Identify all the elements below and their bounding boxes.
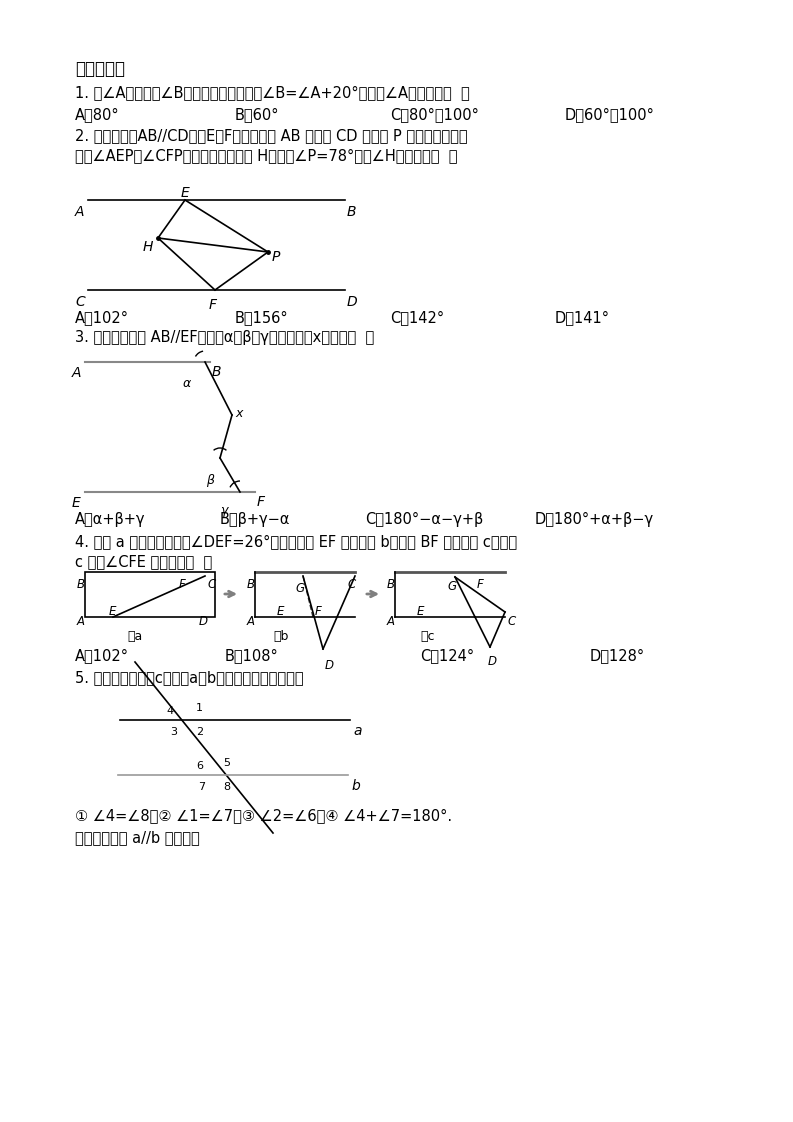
- Text: D: D: [347, 295, 358, 309]
- Text: C．142°: C．142°: [390, 310, 444, 325]
- Text: A: A: [387, 615, 395, 628]
- Text: 6: 6: [196, 761, 203, 771]
- Text: 1: 1: [196, 703, 203, 712]
- Text: C: C: [75, 295, 85, 309]
- Text: B: B: [347, 205, 357, 219]
- Text: 其中能够说明 a//b 的条件有: 其中能够说明 a//b 的条件有: [75, 830, 200, 845]
- Text: C．80°或100°: C．80°或100°: [390, 107, 479, 122]
- Text: D: D: [325, 659, 334, 672]
- Text: 3. 如图所示，若 AB//EF，用含α、β、γ的式子表示x，应为（  ）: 3. 如图所示，若 AB//EF，用含α、β、γ的式子表示x，应为（ ）: [75, 330, 374, 344]
- Text: b: b: [351, 779, 360, 793]
- Text: A．80°: A．80°: [75, 107, 120, 122]
- Text: ① ∠4=∠8；② ∠1=∠7；③ ∠2=∠6；④ ∠4+∠7=180°.: ① ∠4=∠8；② ∠1=∠7；③ ∠2=∠6；④ ∠4+∠7=180°.: [75, 808, 452, 824]
- Text: 图c: 图c: [420, 629, 435, 643]
- Text: G: G: [447, 580, 456, 594]
- Text: F: F: [477, 578, 484, 591]
- Text: E: E: [181, 186, 190, 200]
- Text: D: D: [199, 615, 208, 628]
- Text: F: F: [209, 298, 217, 312]
- Text: 2: 2: [196, 727, 203, 737]
- Text: 3: 3: [170, 727, 177, 737]
- Text: D．141°: D．141°: [555, 310, 610, 325]
- Text: G: G: [295, 582, 305, 595]
- Text: P: P: [272, 250, 281, 264]
- Text: E: E: [277, 605, 285, 618]
- Text: A: A: [72, 366, 82, 380]
- Text: A．102°: A．102°: [75, 310, 129, 325]
- Text: B: B: [247, 578, 255, 591]
- Text: 5. 如图所示，直线c截直线a，b，给出下列以下条件：: 5. 如图所示，直线c截直线a，b，给出下列以下条件：: [75, 670, 304, 686]
- Text: D: D: [488, 655, 497, 668]
- Text: 一、选择题: 一、选择题: [75, 59, 125, 79]
- Text: 图a: 图a: [127, 629, 142, 643]
- Text: C: C: [507, 615, 515, 628]
- Text: γ: γ: [220, 504, 228, 517]
- Text: 4: 4: [166, 706, 173, 716]
- Text: B: B: [387, 578, 395, 591]
- Text: B．60°: B．60°: [235, 107, 279, 122]
- Text: 4. 如图 a 是长方形纸带，∠DEF=26°，将纸带沿 EF 折叠成图 b，再沿 BF 折叠成图 c，则图: 4. 如图 a 是长方形纸带，∠DEF=26°，将纸带沿 EF 折叠成图 b，再…: [75, 534, 517, 549]
- Text: B: B: [212, 365, 221, 379]
- Text: 2. 如图，直线AB//CD，点E、F分别在直线 AB 和直线 CD 上，点 P 在两条平行线之: 2. 如图，直线AB//CD，点E、F分别在直线 AB 和直线 CD 上，点 P…: [75, 128, 468, 142]
- Text: C．180°−α−γ+β: C．180°−α−γ+β: [365, 512, 483, 527]
- Text: E: E: [109, 605, 117, 618]
- Text: E: E: [417, 605, 424, 618]
- Text: 间，∠AEP和∠CFP的角平分线交于点 H，已知∠P=78°，则∠H的度数为（  ）: 间，∠AEP和∠CFP的角平分线交于点 H，已知∠P=78°，则∠H的度数为（ …: [75, 148, 458, 163]
- Text: E: E: [72, 496, 81, 511]
- Text: α: α: [183, 377, 191, 390]
- Text: H: H: [143, 240, 153, 254]
- Text: D．180°+α+β−γ: D．180°+α+β−γ: [535, 512, 654, 527]
- Text: B: B: [77, 578, 85, 591]
- Text: D．128°: D．128°: [590, 649, 646, 663]
- Text: F: F: [315, 605, 322, 618]
- Text: a: a: [353, 724, 362, 738]
- Text: A: A: [75, 205, 85, 219]
- Text: 7: 7: [198, 782, 205, 792]
- Text: C: C: [347, 578, 355, 591]
- Text: F: F: [257, 495, 265, 509]
- Text: A: A: [77, 615, 85, 628]
- Text: C: C: [207, 578, 215, 591]
- Text: A．α+β+γ: A．α+β+γ: [75, 512, 145, 527]
- Text: 1. 若∠A的两边与∠B的两边分别平行，且∠B=∠A+20°，那么∠A的度数为（  ）: 1. 若∠A的两边与∠B的两边分别平行，且∠B=∠A+20°，那么∠A的度数为（…: [75, 85, 469, 100]
- Text: A: A: [247, 615, 255, 628]
- Text: B．108°: B．108°: [225, 649, 279, 663]
- Text: C．124°: C．124°: [420, 649, 474, 663]
- Text: F: F: [179, 578, 186, 591]
- Text: x: x: [235, 407, 243, 420]
- Text: D．60°或100°: D．60°或100°: [565, 107, 655, 122]
- Text: A．102°: A．102°: [75, 649, 129, 663]
- Text: 5: 5: [223, 758, 230, 767]
- Text: β: β: [206, 473, 214, 487]
- Text: B．β+γ−α: B．β+γ−α: [220, 512, 290, 527]
- Text: 图b: 图b: [273, 629, 289, 643]
- Text: B．156°: B．156°: [235, 310, 289, 325]
- Text: 8: 8: [223, 782, 230, 792]
- Text: c 中的∠CFE 的度数是（  ）: c 中的∠CFE 的度数是（ ）: [75, 554, 213, 569]
